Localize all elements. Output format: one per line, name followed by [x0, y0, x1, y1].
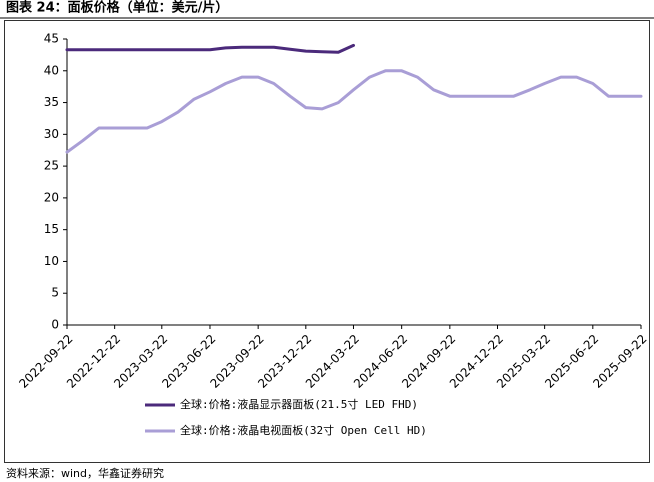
chart-frame	[4, 20, 650, 463]
y-tick-label: 10	[44, 254, 59, 268]
chart-title: 图表 24：面板价格（单位：美元/片）	[6, 0, 228, 16]
y-tick-label: 5	[51, 286, 59, 300]
legend-label: 全球:价格:液晶电视面板(32寸 Open Cell HD)	[180, 423, 427, 437]
y-tick-label: 35	[44, 95, 59, 109]
legend-label: 全球:价格:液晶显示器面板(21.5寸 LED FHD)	[180, 397, 418, 411]
y-tick-label: 20	[44, 190, 59, 204]
source-note: 资料来源：wind，华鑫证券研究	[6, 466, 164, 480]
series-line	[65, 43, 355, 54]
y-tick-label: 15	[44, 222, 59, 236]
y-tick-label: 25	[44, 159, 59, 173]
y-tick-label: 0	[51, 318, 59, 332]
y-tick-label: 45	[44, 32, 59, 46]
y-tick-label: 30	[44, 127, 59, 141]
y-tick-label: 40	[44, 63, 59, 77]
series-line	[65, 69, 643, 154]
